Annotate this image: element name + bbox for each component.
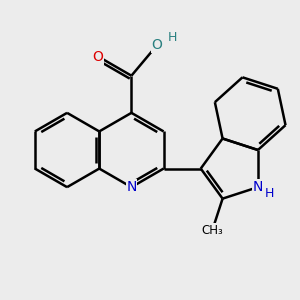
Text: O: O — [152, 38, 163, 52]
Text: O: O — [92, 50, 103, 64]
Text: H: H — [265, 187, 274, 200]
Text: H: H — [167, 32, 177, 44]
Text: CH₃: CH₃ — [201, 224, 223, 237]
Text: N: N — [126, 180, 136, 194]
Text: N: N — [253, 180, 263, 194]
